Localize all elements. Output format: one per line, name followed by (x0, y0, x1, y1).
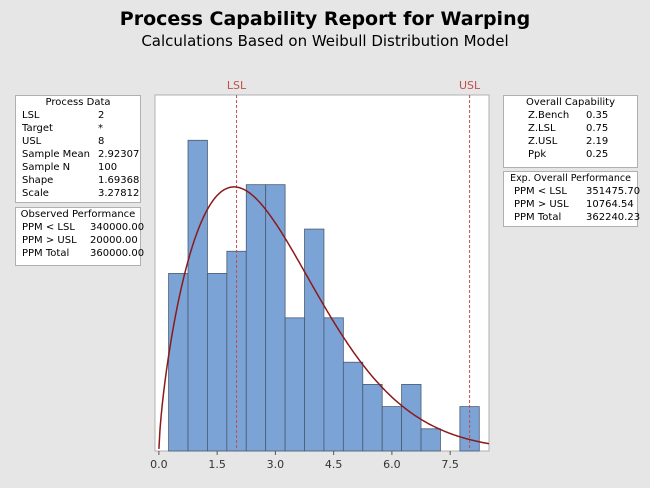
table-header: Overall Capability (525, 97, 616, 108)
histogram-bar (187, 139, 208, 452)
table-row: Scale 3.27812 (16, 187, 140, 200)
table-row: Z.Bench 0.35 (504, 109, 637, 122)
row-value: 20000.00 (90, 235, 138, 246)
histogram-bar (323, 317, 344, 452)
table-row: PPM > USL 10764.54 (504, 198, 637, 211)
histogram-bar (420, 428, 441, 452)
row-label: Shape (22, 175, 54, 186)
row-value: 2.19 (586, 136, 609, 147)
row-value: 0.75 (586, 123, 609, 134)
histogram-bar (342, 361, 364, 452)
row-value: 1.69368 (98, 175, 140, 186)
table-row: USL 8 (16, 135, 140, 148)
table-header: Exp. Overall Performance (510, 173, 631, 184)
x-tick-label: 0.0 (150, 458, 168, 471)
weibull-fit-curve (158, 186, 490, 449)
table-header: Observed Performance (20, 209, 136, 220)
row-value: 2.92307 (98, 149, 140, 160)
row-value: 0.25 (586, 149, 609, 160)
lsl-label: LSL (227, 79, 247, 92)
histogram-bar (459, 406, 480, 452)
row-label: Sample N (22, 162, 71, 173)
row-label: PPM > USL (514, 199, 569, 210)
histogram-bar (245, 184, 267, 452)
row-label: Ppk (528, 149, 547, 160)
histogram-bar (362, 384, 383, 452)
row-value: 340000.00 (90, 222, 145, 233)
table-header: Process Data (45, 97, 111, 108)
row-label: Scale (22, 188, 49, 199)
table-row: PPM < LSL 340000.00 (16, 221, 144, 234)
row-label: PPM > USL (22, 235, 77, 246)
row-value: 100 (98, 162, 118, 173)
row-value: 2 (98, 110, 105, 121)
row-label: PPM Total (514, 212, 562, 223)
process-data-table: Process Data LSL 2 Target * USL 8 Sample Mean 2.… (15, 95, 141, 203)
report-subtitle: Calculations Based on Weibull Distributi… (141, 32, 509, 50)
table-row: Ppk 0.25 (504, 148, 637, 161)
table-row: Target * (16, 122, 140, 135)
histogram-bar (304, 228, 325, 452)
histogram-bar (207, 273, 228, 452)
report-title: Process Capability Report for Warping (119, 8, 531, 30)
usl-label: USL (459, 79, 481, 92)
x-tick-label: 4.5 (325, 458, 343, 471)
table-row: Shape 1.69368 (16, 174, 140, 187)
row-label: Sample Mean (22, 149, 90, 160)
row-value: 362240.23 (586, 212, 641, 223)
table-row: Sample N 100 (16, 161, 140, 174)
table-row: PPM Total 362240.23 (504, 211, 640, 224)
table-row: PPM < LSL 351475.70 (504, 185, 640, 198)
row-label: Z.USL (528, 136, 558, 147)
x-tick-label: 7.5 (441, 458, 459, 471)
table-row: Z.USL 2.19 (504, 135, 637, 148)
histogram-bar (381, 406, 403, 452)
row-label: Target (22, 123, 53, 134)
row-label: Z.LSL (528, 123, 556, 134)
row-label: Z.Bench (528, 110, 570, 121)
histogram-bar (401, 384, 422, 452)
table-row: LSL 2 (16, 109, 140, 122)
histogram-bar (284, 317, 305, 452)
row-value: 10764.54 (586, 199, 634, 210)
row-label: PPM Total (22, 248, 70, 259)
exp-overall-performance-table: Exp. Overall Performance PPM < LSL 351475.… (503, 171, 640, 227)
table-row: PPM > USL 20000.00 (16, 234, 140, 247)
row-value: 351475.70 (586, 186, 641, 197)
table-row: PPM Total 360000.00 (16, 247, 144, 260)
row-value: * (98, 123, 103, 134)
overall-capability-table: Overall Capability Z.Bench 0.35 Z.LSL 0.75 Z.… (503, 95, 638, 168)
row-label: PPM < LSL (22, 222, 75, 233)
row-label: USL (22, 136, 42, 147)
histogram-bar (265, 184, 286, 452)
x-tick-label: 3.0 (267, 458, 285, 471)
observed-performance-table: Observed Performance PPM < LSL 340000.00 PP… (15, 207, 144, 266)
row-value: 8 (98, 136, 105, 147)
row-label: LSL (22, 110, 40, 121)
row-label: PPM < LSL (514, 186, 567, 197)
x-tick-label: 6.0 (383, 458, 401, 471)
row-value: 3.27812 (98, 188, 140, 199)
table-row: Sample Mean 2.92307 (16, 148, 140, 161)
table-row: Z.LSL 0.75 (504, 122, 637, 135)
row-value: 0.35 (586, 110, 609, 121)
row-value: 360000.00 (90, 248, 145, 259)
x-tick-label: 1.5 (208, 458, 226, 471)
